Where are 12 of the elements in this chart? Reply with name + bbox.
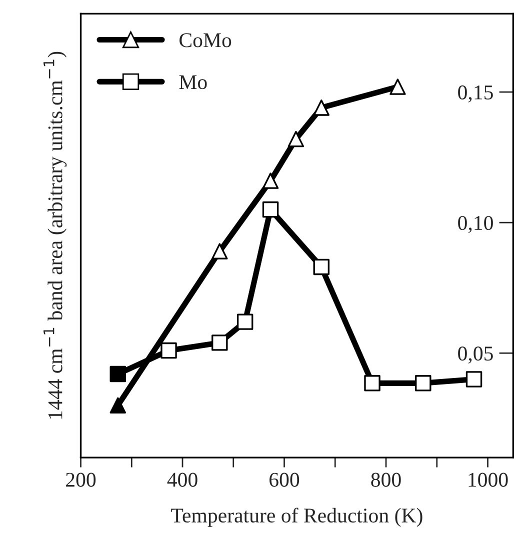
legend-label: Mo	[179, 75, 207, 90]
x-tick-label: 600	[270, 472, 300, 487]
x-tick-label: 1000	[468, 472, 508, 487]
legend-label: CoMo	[180, 33, 232, 48]
x-tick-label: 400	[167, 472, 198, 487]
y-tick-label: 0,10	[458, 216, 493, 234]
y-tick-label: 0,05	[458, 346, 493, 364]
x-tick-label: 200	[66, 472, 96, 487]
x-tick-label: 800	[371, 472, 401, 487]
y-tick-label: 0,15	[458, 85, 493, 102]
x-axis-title: Temperature of Reduction (K)	[171, 508, 422, 527]
y-axis-title: 1444 cm$^{−1}$ band area (arbitrary units.cm$^{−1}$)	[44, 52, 67, 419]
